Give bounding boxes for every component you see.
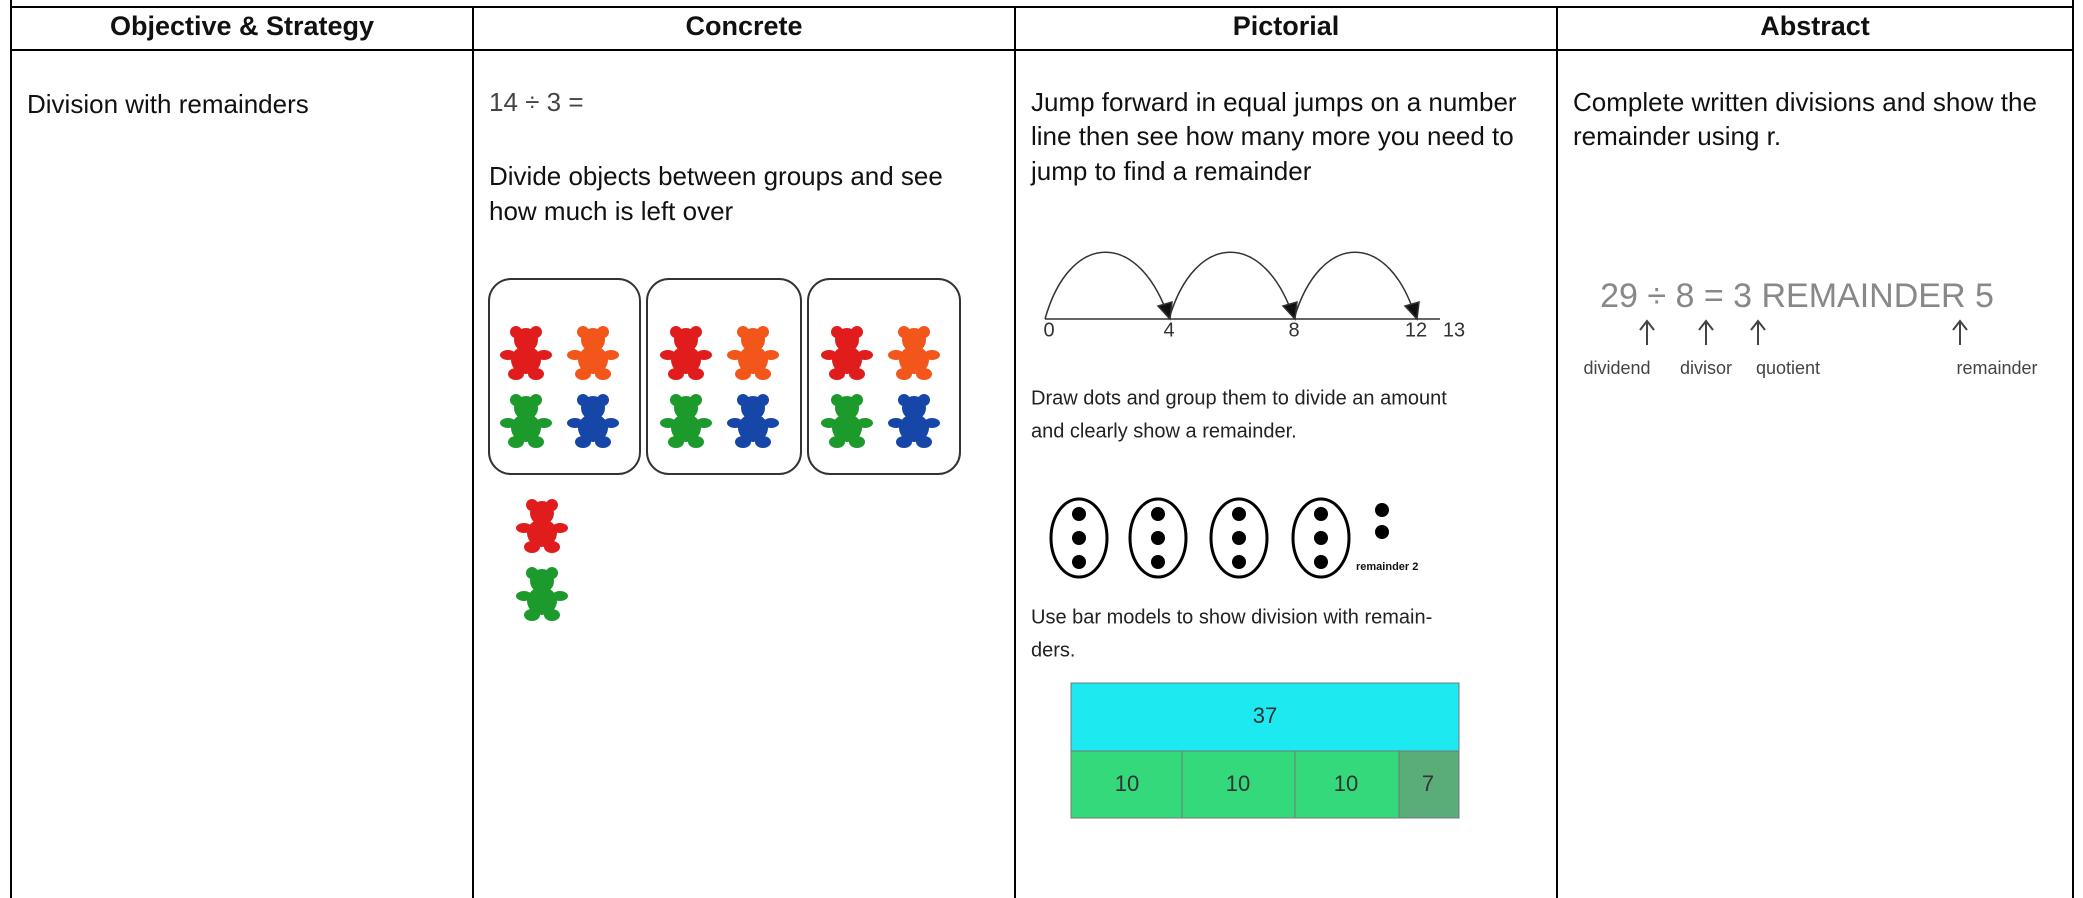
bear	[660, 394, 712, 448]
dot	[1314, 507, 1328, 521]
dot-groups	[1049, 497, 1389, 579]
dot	[1151, 555, 1165, 569]
dot	[1375, 503, 1389, 517]
bar-part: 10	[1334, 771, 1358, 796]
header-cell: Concrete	[685, 11, 802, 41]
dots-remainder-label: remainder 2	[1356, 561, 1418, 573]
dot-group	[1291, 497, 1351, 579]
bear	[516, 499, 568, 553]
bear	[567, 326, 619, 380]
number-line-label: 12	[1405, 319, 1427, 341]
equation-label: dividend	[1583, 358, 1650, 378]
bear	[567, 394, 619, 448]
dot	[1232, 531, 1246, 545]
dot	[1151, 507, 1165, 521]
table-borders	[10, 0, 2074, 898]
pictorial-text: line then see how many more you need to	[1031, 121, 1514, 151]
header-cell: Pictorial	[1233, 11, 1340, 41]
pictorial-text: jump to find a remainder	[1030, 156, 1312, 186]
dots-caption: and clearly show a remainder.	[1031, 420, 1297, 442]
dot	[1072, 531, 1086, 545]
bear	[727, 394, 779, 448]
abstract-text: Complete written divisions and show the	[1573, 87, 2037, 117]
equation-label: remainder	[1956, 358, 2037, 378]
abstract-text: remainder using r.	[1573, 121, 1781, 151]
dot	[1375, 525, 1389, 539]
header-cell: Objective & Strategy	[110, 11, 374, 41]
dot	[1232, 555, 1246, 569]
bear	[888, 326, 940, 380]
dot	[1314, 555, 1328, 569]
number-line-label: 0	[1043, 319, 1054, 341]
dot	[1314, 531, 1328, 545]
number-line-label: 13	[1443, 319, 1465, 341]
bear	[821, 326, 873, 380]
dot-group	[1049, 497, 1109, 579]
dot	[1072, 555, 1086, 569]
bear	[660, 326, 712, 380]
objective: Division with remainders	[27, 89, 309, 119]
bar-caption: ders.	[1031, 639, 1075, 661]
dot-group	[1209, 497, 1269, 579]
bears-illustration	[488, 278, 961, 621]
number-line-label: 4	[1163, 319, 1174, 341]
bar-total: 37	[1253, 703, 1277, 728]
equation-label: divisor	[1680, 358, 1732, 378]
concrete-text: Divide objects between groups and see	[489, 161, 943, 191]
bar-part: 10	[1115, 771, 1139, 796]
bar-part: 7	[1422, 771, 1434, 796]
header-cell: Abstract	[1760, 11, 1870, 41]
dot	[1072, 507, 1086, 521]
concrete-text: how much is left over	[489, 196, 734, 226]
bear	[500, 394, 552, 448]
bear	[727, 326, 779, 380]
dot-group	[1128, 497, 1188, 579]
bear	[821, 394, 873, 448]
pictorial-text: Jump forward in equal jumps on a number	[1031, 87, 1517, 117]
abstract-equation: 29 ÷ 8 = 3 REMAINDER 5	[1600, 277, 1994, 315]
number-line	[1044, 251, 1440, 321]
bear	[500, 326, 552, 380]
bar-part: 10	[1226, 771, 1250, 796]
equation-label: quotient	[1756, 358, 1820, 378]
bar-model	[1070, 682, 1460, 819]
arrows	[1639, 319, 1968, 345]
dot	[1151, 531, 1165, 545]
dots-caption: Draw dots and group them to divide an am…	[1031, 387, 1447, 409]
bear	[516, 567, 568, 621]
number-line-label: 8	[1288, 319, 1299, 341]
bar-caption: Use bar models to show division with rem…	[1031, 606, 1432, 628]
dot	[1232, 507, 1246, 521]
bear	[888, 394, 940, 448]
concrete-equation: 14 ÷ 3 =	[489, 87, 584, 117]
